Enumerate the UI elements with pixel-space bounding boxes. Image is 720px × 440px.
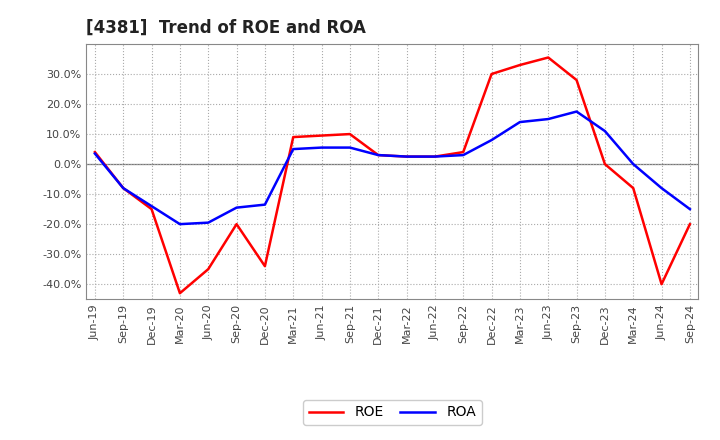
ROA — [516, 119, 524, 125]
ROE — [572, 77, 581, 83]
ROE — [91, 150, 99, 155]
ROE — [685, 221, 694, 227]
ROA — [402, 154, 411, 159]
ROE — [318, 133, 326, 138]
ROE — [148, 206, 156, 212]
ROA — [289, 147, 297, 152]
ROA — [233, 205, 241, 210]
ROE — [261, 264, 269, 269]
Legend: ROE, ROA: ROE, ROA — [303, 400, 482, 425]
ROE — [204, 267, 212, 272]
ROA — [544, 117, 552, 122]
ROA — [572, 109, 581, 114]
ROA — [148, 203, 156, 209]
ROA — [374, 152, 382, 158]
ROA — [261, 202, 269, 207]
ROA — [629, 161, 637, 167]
ROA — [204, 220, 212, 225]
ROE — [487, 71, 496, 77]
ROE — [600, 161, 609, 167]
ROE — [544, 55, 552, 60]
ROE — [289, 135, 297, 140]
ROA — [318, 145, 326, 150]
ROA — [91, 151, 99, 156]
ROE — [657, 282, 666, 287]
ROA — [119, 186, 127, 191]
ROA — [487, 137, 496, 143]
ROE — [629, 186, 637, 191]
ROE — [119, 186, 127, 191]
Line: ROE: ROE — [95, 58, 690, 293]
Text: [4381]  Trend of ROE and ROA: [4381] Trend of ROE and ROA — [86, 19, 366, 37]
ROE — [516, 62, 524, 68]
ROA — [685, 206, 694, 212]
ROE — [346, 132, 354, 137]
ROE — [233, 221, 241, 227]
ROA — [459, 152, 467, 158]
ROE — [431, 154, 439, 159]
ROA — [346, 145, 354, 150]
ROE — [402, 154, 411, 159]
ROA — [431, 154, 439, 159]
ROE — [374, 152, 382, 158]
ROA — [657, 186, 666, 191]
ROA — [600, 128, 609, 134]
Line: ROA: ROA — [95, 112, 690, 224]
ROE — [459, 150, 467, 155]
ROE — [176, 290, 184, 296]
ROA — [176, 221, 184, 227]
